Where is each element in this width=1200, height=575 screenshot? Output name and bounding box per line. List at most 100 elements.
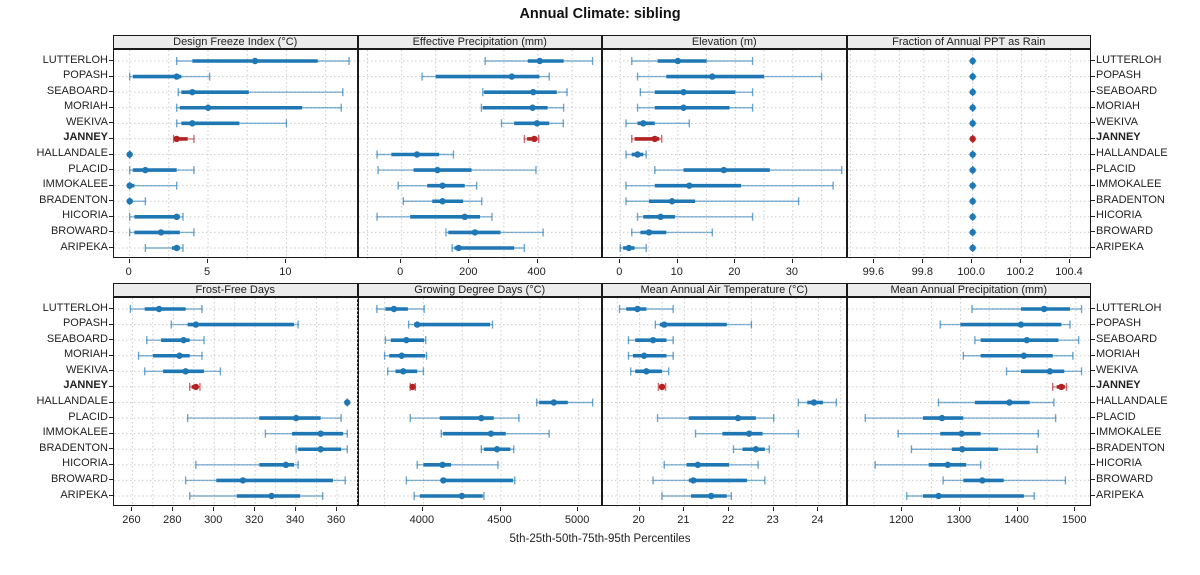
- median-dot: [438, 461, 446, 469]
- station-label-right: IMMOKALEE: [1096, 178, 1162, 191]
- y-tick-left: [109, 308, 113, 309]
- median-dot: [968, 104, 976, 111]
- panel-svg: [603, 298, 848, 507]
- median-dot: [634, 151, 641, 158]
- x-tick: [295, 507, 297, 511]
- station-label-left: BRADENTON: [39, 441, 108, 454]
- x-tick-label: 10: [279, 266, 292, 278]
- y-tick-right: [1091, 91, 1095, 93]
- y-tick-right: [1091, 495, 1095, 496]
- median-dot: [968, 135, 976, 143]
- station-label-right: SEABOARD: [1096, 84, 1158, 97]
- median-dot: [173, 244, 180, 252]
- panel-header-5: Growing Degree Days (°C): [357, 283, 602, 297]
- station-label-left: IMMOKALEE: [42, 426, 108, 439]
- y-tick-left: [109, 432, 113, 434]
- x-tick-label: 1200: [889, 514, 914, 526]
- station-label-right: HALLANDALE: [1096, 395, 1168, 407]
- median-dot: [709, 73, 716, 80]
- x-tick: [676, 259, 678, 263]
- station-label-right: BRADENTON: [1096, 193, 1165, 206]
- x-tick-label: 24: [811, 514, 824, 526]
- x-tick: [285, 259, 287, 263]
- y-tick-left: [109, 200, 113, 202]
- x-tick: [1068, 259, 1070, 263]
- median-dot: [686, 182, 693, 189]
- station-label-right: BRADENTON: [1096, 441, 1165, 454]
- x-tick: [577, 507, 579, 511]
- x-tick: [1074, 507, 1076, 511]
- y-tick-left: [109, 60, 113, 61]
- station-label-left: HALLANDALE: [36, 147, 108, 159]
- x-tick-label: 10: [670, 266, 683, 278]
- median-dot: [189, 120, 196, 127]
- station-label-right: HICORIA: [1096, 209, 1142, 222]
- median-dot: [282, 461, 290, 469]
- axis-caption: 5th-25th-50th-75th-95th Percentiles: [509, 533, 691, 545]
- y-tick-left: [109, 417, 113, 419]
- x-tick-label: 20: [728, 266, 741, 278]
- median-dot: [157, 229, 165, 236]
- median-dot: [251, 57, 259, 65]
- x-tick: [619, 259, 621, 263]
- x-tick: [468, 259, 470, 263]
- median-dot: [397, 352, 405, 359]
- median-dot: [155, 305, 163, 313]
- median-dot: [1040, 305, 1047, 313]
- x-tick-label: 360: [326, 514, 346, 526]
- x-tick-label: 0: [397, 266, 404, 278]
- panel-header-7: Mean Annual Precipitation (mm): [846, 283, 1091, 297]
- station-label-right: JANNEY: [1096, 379, 1141, 392]
- panel-plot-1: [357, 49, 603, 259]
- median-dot: [550, 399, 557, 406]
- median-dot: [651, 135, 658, 143]
- station-label-right: PLACID: [1096, 162, 1136, 175]
- median-dot: [968, 88, 976, 96]
- median-dot: [317, 430, 324, 437]
- median-dot: [192, 321, 200, 328]
- x-tick-label: 99.8: [911, 266, 933, 278]
- station-label-left: LUTTERLOH: [42, 53, 108, 66]
- median-dot: [438, 198, 446, 205]
- station-label-left: POPASH: [62, 69, 108, 82]
- median-dot: [413, 151, 420, 158]
- station-label-right: HALLANDALE: [1096, 147, 1168, 159]
- median-dot: [958, 446, 965, 453]
- panel-plot-3: [846, 49, 1092, 259]
- x-tick: [336, 507, 338, 511]
- median-dot: [968, 182, 976, 189]
- median-dot: [528, 104, 536, 111]
- x-tick: [734, 259, 736, 263]
- x-tick-label: 200: [459, 266, 478, 278]
- median-dot: [390, 305, 397, 313]
- station-label-left: BROWARD: [50, 224, 108, 237]
- station-label-right: WEKIVA: [1096, 115, 1138, 128]
- station-label-left: JANNEY: [63, 131, 108, 144]
- x-tick: [1020, 259, 1022, 263]
- median-dot: [344, 399, 351, 406]
- median-dot: [968, 244, 976, 252]
- y-tick-right: [1091, 122, 1095, 124]
- station-label-right: SEABOARD: [1096, 332, 1158, 345]
- x-tick: [958, 507, 960, 511]
- x-tick-label: 20: [632, 514, 645, 526]
- y-tick-left: [109, 106, 113, 108]
- station-label-left: HICORIA: [62, 209, 108, 222]
- station-label-left: POPASH: [62, 317, 108, 330]
- panel-plot-6: [602, 297, 848, 507]
- panel-plot-2: [602, 49, 848, 259]
- station-label-left: SEABOARD: [46, 332, 108, 345]
- panel-svg: [114, 50, 359, 259]
- median-dot: [487, 430, 494, 437]
- y-tick-right: [1091, 385, 1095, 387]
- median-dot: [454, 244, 462, 252]
- median-dot: [399, 368, 406, 375]
- x-tick-label: 300: [204, 514, 223, 526]
- x-tick-label: 280: [163, 514, 182, 526]
- y-tick-right: [1091, 106, 1095, 108]
- median-dot: [944, 461, 951, 469]
- y-tick-left: [109, 247, 113, 248]
- y-tick-right: [1091, 60, 1095, 61]
- y-tick-right: [1091, 323, 1095, 325]
- median-dot: [533, 120, 540, 127]
